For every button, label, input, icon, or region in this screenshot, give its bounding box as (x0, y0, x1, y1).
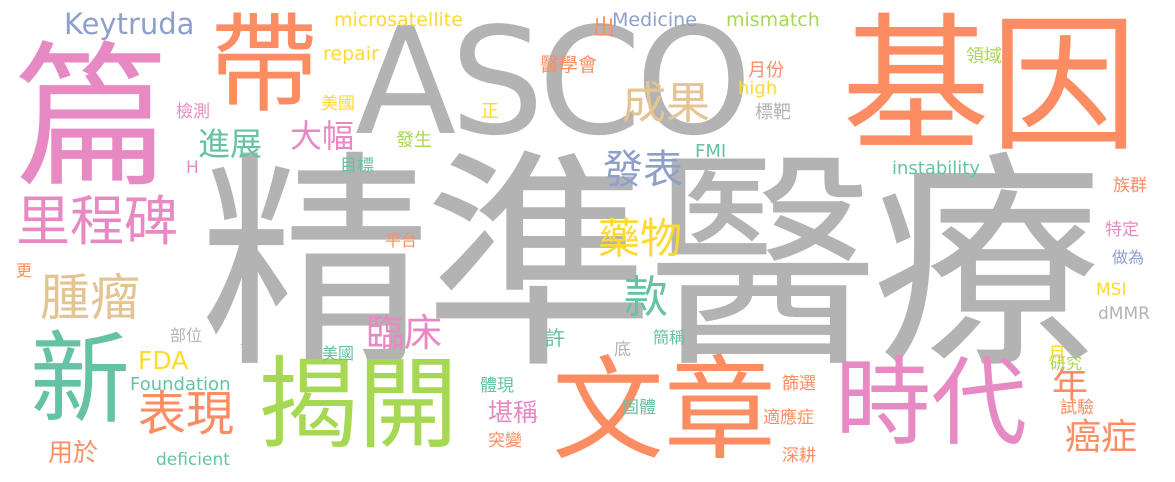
word-cloud-word: 月 (1048, 344, 1066, 365)
word-cloud-word: 新 (30, 321, 130, 438)
word-cloud-word: 目標 (340, 156, 374, 176)
word-cloud-word: instability (892, 158, 981, 179)
word-cloud-word: MSI (1096, 280, 1127, 300)
word-cloud-word: 篩選 (782, 374, 816, 394)
word-cloud-word: 篇 (14, 27, 170, 209)
word-cloud-word: 表現 (138, 386, 235, 442)
word-cloud-word: 底 (614, 340, 631, 360)
word-cloud-word: 特定 (1105, 220, 1139, 240)
word-cloud-word: 深耕 (782, 446, 816, 466)
word-cloud-word: 臨床 (366, 311, 443, 355)
word-cloud-word: 標靶 (755, 102, 791, 123)
word-cloud-word: 醫學會 (540, 54, 598, 76)
word-cloud-word: mismatch (726, 9, 820, 31)
word-cloud-word: 進展 (198, 125, 263, 163)
word-cloud-word: 簡稱 (653, 328, 686, 347)
word-cloud-word: 里程碑 (16, 190, 178, 253)
word-cloud-word: deficient (156, 450, 230, 470)
word-cloud-word: 癌症 (1065, 417, 1138, 458)
word-cloud-word: 許 (545, 326, 565, 350)
word-cloud-word: 美國 (321, 94, 355, 114)
word-cloud-word: 用於 (48, 438, 99, 467)
word-cloud-word: 固體 (622, 398, 656, 418)
word-cloud-word: 適應症 (763, 408, 814, 428)
word-cloud-word: 首 (240, 340, 257, 359)
word-cloud-word: 領域 (966, 46, 1002, 67)
word-cloud-word: 研究 (1050, 354, 1083, 373)
word-cloud-word: Medicine (612, 9, 697, 31)
word-cloud-word: 更 (16, 261, 33, 280)
word-cloud-word: FMI (695, 141, 727, 162)
word-cloud-word: 月份 (748, 60, 784, 81)
word-cloud-word: 族群 (1113, 176, 1147, 196)
word-cloud-word: 精準醫療 (200, 133, 1102, 400)
word-cloud-word: high (738, 78, 778, 99)
word-cloud-word: Keytruda (64, 7, 195, 41)
word-cloud-word: 堪稱 (488, 398, 539, 427)
word-cloud-word: 部位 (170, 326, 203, 345)
word-cloud-word: 正 (481, 101, 499, 122)
word-cloud-word: 做為 (1112, 248, 1145, 267)
word-cloud-word: 發生 (396, 130, 432, 151)
word-cloud-word: 年 (1052, 365, 1089, 406)
word-cloud-word: repair (323, 43, 379, 65)
word-cloud-word: ASCO (355, 0, 752, 168)
word-cloud-word: 發表 (603, 147, 683, 193)
word-cloud-word: H (186, 158, 199, 178)
word-cloud-word: 成果 (622, 78, 710, 129)
word-cloud-word: 突變 (488, 431, 522, 451)
word-cloud-word: 美國 (322, 344, 355, 363)
word-cloud-word: 揭開 (258, 346, 458, 463)
word-cloud-word: 檢測 (176, 102, 210, 122)
word-cloud-word: dMMR (1098, 304, 1150, 324)
word-cloud-word: 時代 (835, 347, 1027, 459)
word-cloud-word: 大幅 (290, 117, 355, 155)
word-cloud-word: 帶 (210, 3, 319, 128)
word-cloud-word: 體現 (480, 376, 514, 396)
word-cloud-word: 試驗 (1060, 398, 1094, 418)
word-cloud-word: 平台 (385, 231, 418, 250)
word-cloud-word: microsatellite (334, 9, 463, 31)
word-cloud-word: 出 (593, 16, 616, 41)
word-cloud-word: 款 (624, 272, 668, 323)
word-cloud-word: 腫瘤 (40, 269, 140, 327)
word-cloud-word: Foundation (130, 374, 231, 395)
word-cloud-word: FDA (138, 346, 189, 375)
word-cloud-word: 基因 (842, 0, 1138, 172)
word-cloud-word: 文章 (552, 346, 776, 476)
word-cloud-word: 藥物 (598, 214, 683, 263)
